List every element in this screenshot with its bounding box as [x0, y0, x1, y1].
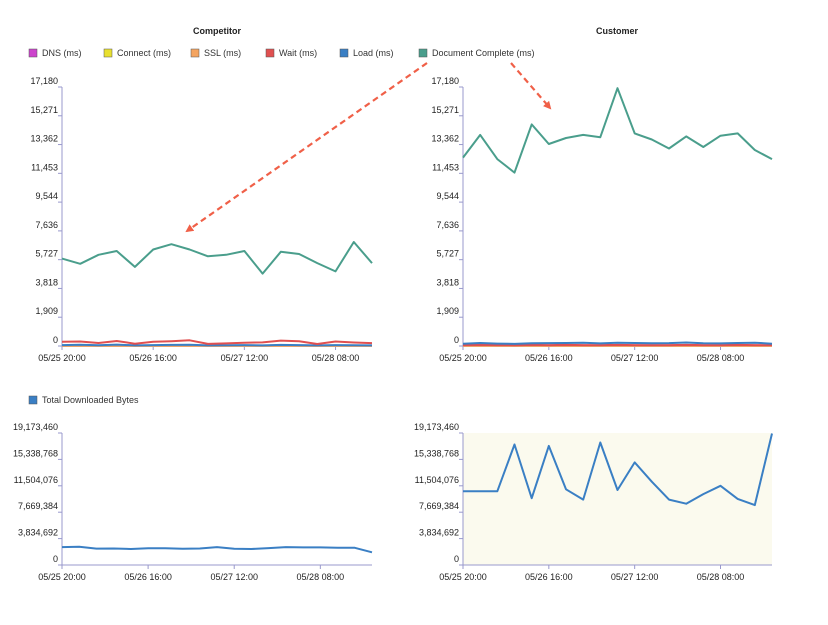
- series-line-wait: [61, 339, 373, 345]
- series-line-load: [463, 433, 773, 507]
- timing-legend: DNS (ms) Connect (ms) SSL (ms) Wait (ms) Loa…: [28, 48, 535, 58]
- y-tick-label: 5,727: [436, 249, 459, 259]
- y-tick-label: 1,909: [35, 306, 58, 316]
- x-tick-label: 05/25 20:00: [38, 353, 86, 363]
- y-tick-label: 0: [454, 335, 459, 345]
- y-tick-label: 3,834,692: [419, 528, 459, 538]
- y-tick-label: 3,818: [35, 277, 58, 287]
- timing-legend-label: Document Complete (ms): [432, 48, 535, 58]
- chart-titles: Competitor Customer: [193, 26, 638, 36]
- timing-legend-label: DNS (ms): [42, 48, 82, 58]
- y-tick-label: 17,180: [431, 76, 459, 86]
- x-tick-label: 05/25 20:00: [38, 572, 86, 582]
- y-tick-label: 13,362: [431, 134, 459, 144]
- series-line-load: [61, 545, 373, 554]
- timing-legend-label: Load (ms): [353, 48, 394, 58]
- arrow-to-customer-doc-line: [510, 62, 552, 110]
- x-tick-label: 05/26 16:00: [525, 353, 573, 363]
- x-tick-label: 05/25 20:00: [439, 572, 487, 582]
- y-tick-label: 13,362: [30, 134, 58, 144]
- y-tick-label: 7,669,384: [419, 501, 459, 511]
- timing-legend-swatch: [339, 48, 349, 58]
- y-tick-label: 15,338,768: [414, 448, 459, 458]
- y-tick-label: 17,180: [30, 76, 58, 86]
- series-line-doc: [462, 87, 773, 174]
- plot-background: [463, 433, 772, 565]
- y-tick-label: 7,669,384: [18, 501, 58, 511]
- y-tick-label: 0: [53, 554, 58, 564]
- x-tick-label: 05/27 12:00: [611, 353, 659, 363]
- timing-legend-label: Wait (ms): [279, 48, 317, 58]
- series-line-load: [61, 343, 373, 347]
- competitor-bytes-chart: 0 3,834,692 7,669,384 11,504,076 15,338,768 1…: [13, 422, 373, 582]
- competitor-timing-chart: 0 1,909 3,818 5,727 7,636 9,544 11,453 13,362 15…: [30, 76, 373, 363]
- y-tick-label: 15,338,768: [13, 448, 58, 458]
- customer-timing-chart: 0 1,909 3,818 5,727 7,636 9,544 11,453 13,362 15…: [431, 76, 773, 363]
- series-line-load: [462, 341, 773, 345]
- timing-legend-swatch: [28, 48, 38, 58]
- y-tick-label: 3,834,692: [18, 528, 58, 538]
- y-tick-label: 1,909: [436, 306, 459, 316]
- y-tick-label: 15,271: [431, 105, 459, 115]
- y-tick-label: 7,636: [35, 220, 58, 230]
- annotation-arrows: [185, 62, 552, 233]
- x-tick-label: 05/26 16:00: [129, 353, 177, 363]
- timing-legend-label: Connect (ms): [117, 48, 171, 58]
- y-tick-label: 11,453: [31, 162, 58, 172]
- y-tick-label: 11,453: [432, 162, 459, 172]
- x-tick-label: 05/27 12:00: [221, 353, 269, 363]
- x-tick-label: 05/28 08:00: [697, 572, 745, 582]
- x-tick-label: 05/27 12:00: [210, 572, 258, 582]
- y-tick-label: 19,173,460: [414, 422, 459, 432]
- y-tick-label: 3,818: [436, 277, 459, 287]
- y-tick-label: 19,173,460: [13, 422, 58, 432]
- y-tick-label: 0: [53, 335, 58, 345]
- x-tick-label: 05/26 16:00: [525, 572, 573, 582]
- y-tick-label: 5,727: [35, 249, 58, 259]
- y-tick-label: 9,544: [436, 191, 459, 201]
- x-tick-label: 05/28 08:00: [297, 572, 345, 582]
- timing-legend-swatch: [265, 48, 275, 58]
- x-tick-label: 05/28 08:00: [312, 353, 360, 363]
- competitor-title: Competitor: [193, 26, 241, 36]
- timing-legend-swatch: [190, 48, 200, 58]
- x-tick-label: 05/26 16:00: [124, 572, 172, 582]
- x-tick-label: 05/27 12:00: [611, 572, 659, 582]
- timing-legend-swatch: [418, 48, 428, 58]
- x-tick-label: 05/25 20:00: [439, 353, 487, 363]
- bytes-legend: Total Downloaded Bytes: [28, 395, 139, 405]
- bytes-legend-label: Total Downloaded Bytes: [42, 395, 139, 405]
- series-line-doc: [61, 241, 373, 275]
- y-tick-label: 11,504,076: [14, 475, 58, 485]
- y-tick-label: 15,271: [30, 105, 58, 115]
- timing-legend-label: SSL (ms): [204, 48, 241, 58]
- y-tick-label: 11,504,076: [415, 475, 459, 485]
- customer-title: Customer: [596, 26, 639, 36]
- y-tick-label: 7,636: [436, 220, 459, 230]
- y-tick-label: 0: [454, 554, 459, 564]
- arrow-to-competitor-doc-line: [185, 62, 428, 233]
- customer-bytes-chart: 0 3,834,692 7,669,384 11,504,076 15,338,768 1…: [414, 422, 773, 582]
- x-tick-label: 05/28 08:00: [697, 353, 745, 363]
- bytes-legend-swatch: [28, 395, 38, 405]
- y-tick-label: 9,544: [35, 191, 58, 201]
- timing-legend-swatch: [103, 48, 113, 58]
